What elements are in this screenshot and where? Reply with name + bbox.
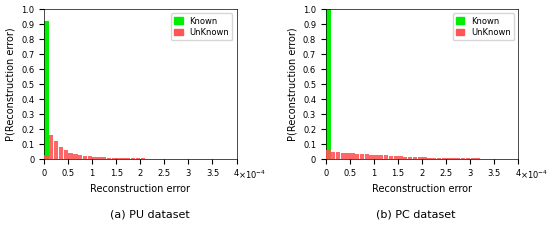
- Bar: [331, 152, 335, 159]
- Text: (b) PC dataset: (b) PC dataset: [376, 210, 455, 220]
- Bar: [389, 156, 393, 159]
- Bar: [59, 147, 63, 159]
- Bar: [44, 21, 49, 159]
- Bar: [370, 155, 374, 159]
- Y-axis label: P(Reconstruction error): P(Reconstruction error): [6, 27, 16, 141]
- Bar: [432, 158, 437, 159]
- Bar: [341, 153, 345, 159]
- X-axis label: Reconstruction error: Reconstruction error: [372, 184, 472, 194]
- Bar: [470, 158, 475, 159]
- Bar: [384, 155, 388, 159]
- Bar: [131, 158, 135, 159]
- Bar: [64, 150, 68, 159]
- Bar: [393, 156, 398, 159]
- Bar: [346, 153, 350, 159]
- Text: $\times10^{-4}$: $\times10^{-4}$: [520, 168, 548, 181]
- X-axis label: Reconstruction error: Reconstruction error: [90, 184, 191, 194]
- Legend: Known, UnKnown: Known, UnKnown: [171, 13, 232, 40]
- Bar: [461, 158, 465, 159]
- Bar: [88, 156, 92, 159]
- Bar: [422, 158, 427, 159]
- Bar: [336, 152, 340, 159]
- Bar: [427, 158, 432, 159]
- Bar: [49, 135, 54, 159]
- Bar: [447, 158, 451, 159]
- Bar: [365, 154, 369, 159]
- Bar: [437, 158, 441, 159]
- Text: (a) PU dataset: (a) PU dataset: [110, 210, 189, 220]
- Bar: [116, 158, 121, 159]
- Bar: [78, 155, 83, 159]
- Bar: [93, 157, 97, 159]
- Bar: [355, 154, 360, 159]
- Bar: [408, 157, 412, 159]
- Text: $\times10^{-4}$: $\times10^{-4}$: [238, 168, 266, 181]
- Bar: [112, 158, 116, 159]
- Bar: [44, 155, 49, 159]
- Bar: [326, 150, 331, 159]
- Bar: [350, 153, 355, 159]
- Bar: [107, 158, 111, 159]
- Bar: [141, 158, 145, 159]
- Bar: [375, 155, 378, 159]
- Bar: [475, 158, 480, 159]
- Bar: [360, 154, 364, 159]
- Bar: [403, 157, 408, 159]
- Bar: [379, 155, 383, 159]
- Bar: [413, 157, 417, 159]
- Bar: [398, 156, 403, 159]
- Bar: [418, 157, 422, 159]
- Bar: [442, 158, 446, 159]
- Bar: [102, 157, 106, 159]
- Bar: [54, 141, 58, 159]
- Legend: Known, UnKnown: Known, UnKnown: [453, 13, 514, 40]
- Bar: [73, 154, 78, 159]
- Y-axis label: P(Reconstruction error): P(Reconstruction error): [288, 27, 297, 141]
- Bar: [466, 158, 470, 159]
- Bar: [98, 157, 101, 159]
- Bar: [326, 9, 331, 159]
- Bar: [452, 158, 455, 159]
- Bar: [136, 158, 140, 159]
- Bar: [126, 158, 130, 159]
- Bar: [68, 153, 73, 159]
- Bar: [83, 156, 87, 159]
- Bar: [121, 158, 126, 159]
- Bar: [456, 158, 460, 159]
